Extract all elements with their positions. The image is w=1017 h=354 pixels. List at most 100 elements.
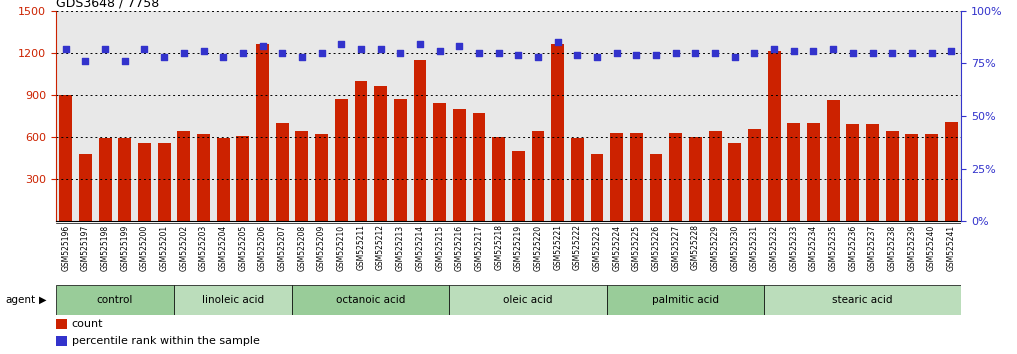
Point [156,54,172,60]
Text: GSM525232: GSM525232 [770,224,779,270]
Text: count: count [72,319,104,329]
Bar [846,124,859,221]
Bar [905,134,918,221]
Bar [492,137,505,221]
Point [235,50,251,56]
Bar [315,134,327,221]
Point [254,44,271,49]
Text: GSM525226: GSM525226 [652,224,661,270]
Bar [473,113,485,221]
Bar [335,99,348,221]
Bar [450,285,607,315]
Bar [197,134,210,221]
Text: GSM525233: GSM525233 [789,224,798,271]
Point [412,41,428,47]
Bar [56,285,174,315]
Text: GSM525210: GSM525210 [337,224,346,270]
Text: GSM525235: GSM525235 [829,224,838,271]
Point [589,54,605,60]
Point [864,50,881,56]
Point [274,50,291,56]
Text: GSM525230: GSM525230 [730,224,739,271]
Point [471,50,487,56]
Point [58,46,74,51]
Text: GSM525222: GSM525222 [573,224,582,270]
Bar [355,81,367,221]
Point [294,54,310,60]
Point [805,48,822,53]
Bar [749,129,761,221]
Bar [217,138,230,221]
Text: GSM525216: GSM525216 [455,224,464,270]
Bar [374,86,387,221]
Text: GSM525225: GSM525225 [632,224,641,270]
Bar [610,133,623,221]
Bar [414,60,426,221]
Bar [807,123,820,221]
Text: GSM525213: GSM525213 [396,224,405,270]
Bar [158,143,171,221]
Point [923,50,940,56]
Text: percentile rank within the sample: percentile rank within the sample [72,336,259,346]
Point [136,46,153,51]
Point [393,50,409,56]
Bar [765,285,961,315]
Point [825,46,841,51]
Text: GSM525227: GSM525227 [671,224,680,270]
Point [608,50,624,56]
Text: GSM525237: GSM525237 [869,224,877,271]
Text: GSM525238: GSM525238 [888,224,897,270]
Point [884,50,900,56]
Bar [650,154,662,221]
Bar [174,285,292,315]
Point [97,46,113,51]
Text: GSM525223: GSM525223 [593,224,601,270]
Point [667,50,683,56]
Point [726,54,742,60]
Bar [99,138,112,221]
Bar [118,138,131,221]
Text: GSM525206: GSM525206 [258,224,267,271]
Text: GSM525239: GSM525239 [907,224,916,271]
Bar [551,44,564,221]
Bar [571,138,584,221]
Point [629,52,645,58]
Text: GSM525204: GSM525204 [219,224,228,271]
Text: GSM525211: GSM525211 [356,224,365,270]
Bar [866,124,879,221]
Text: GSM525199: GSM525199 [120,224,129,271]
Text: octanoic acid: octanoic acid [336,295,406,305]
Bar [886,131,899,221]
Point [353,46,369,51]
Text: GSM525217: GSM525217 [475,224,483,270]
Bar [591,154,603,221]
Text: GSM525224: GSM525224 [612,224,621,270]
Bar [690,137,702,221]
Point [431,48,447,53]
Point [845,50,861,56]
Text: GSM525209: GSM525209 [317,224,326,271]
Bar [607,285,765,315]
Bar [827,101,840,221]
Point [195,48,212,53]
Text: GSM525219: GSM525219 [514,224,523,270]
Bar [256,44,268,221]
Text: GSM525215: GSM525215 [435,224,444,270]
Point [570,52,586,58]
Bar [177,131,190,221]
Text: GSM525205: GSM525205 [238,224,247,271]
Point [943,48,959,53]
Text: GSM525200: GSM525200 [140,224,148,271]
Bar [56,336,67,346]
Bar [669,133,682,221]
Point [530,54,546,60]
Text: GSM525202: GSM525202 [179,224,188,270]
Bar [237,136,249,221]
Text: stearic acid: stearic acid [833,295,893,305]
Bar [296,131,308,221]
Text: GSM525207: GSM525207 [278,224,287,271]
Text: agent: agent [5,295,36,305]
Point [707,50,723,56]
Bar [56,319,67,329]
Text: GSM525229: GSM525229 [711,224,720,270]
